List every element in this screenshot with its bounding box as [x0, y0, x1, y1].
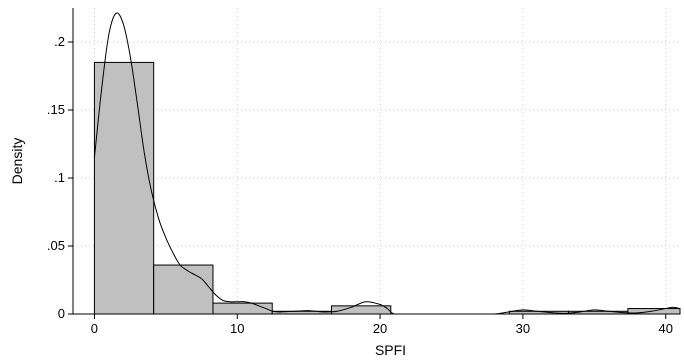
y-tick-label: .2 [54, 34, 65, 49]
x-tick-label: 10 [230, 321, 244, 336]
x-tick-label: 0 [91, 321, 98, 336]
x-axis-title: SPFI [375, 342, 406, 358]
y-tick-label: .05 [47, 238, 65, 253]
histogram-bars [93, 61, 681, 315]
histogram-bar [212, 302, 273, 315]
axes [72, 8, 680, 315]
y-tick-label: .1 [54, 170, 65, 185]
x-tick-label: 20 [373, 321, 387, 336]
x-tick-label: 30 [516, 321, 530, 336]
histogram-bar [331, 305, 392, 315]
density-curve-layer [93, 12, 681, 315]
y-ticks: 0 .05 .1 .15 .2 [47, 34, 73, 321]
histogram-bar [153, 264, 214, 315]
density-curve [93, 12, 681, 315]
y-tick-label: .15 [47, 102, 65, 117]
x-tick-label: 40 [658, 321, 672, 336]
y-axis-title: Density [9, 138, 25, 185]
histogram-bar [93, 61, 155, 315]
y-tick-label: 0 [58, 306, 65, 321]
x-ticks: 0 10 20 30 40 [91, 314, 673, 336]
